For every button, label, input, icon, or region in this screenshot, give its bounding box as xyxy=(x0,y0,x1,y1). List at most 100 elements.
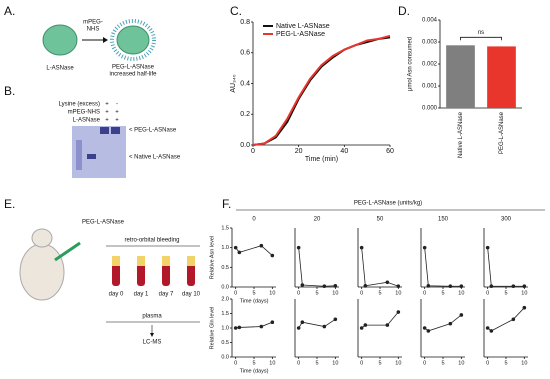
y-tick-label: 1.5 xyxy=(221,225,229,231)
series-line xyxy=(298,247,336,287)
point xyxy=(485,326,490,330)
gel-ladder xyxy=(76,140,82,170)
point xyxy=(396,284,401,289)
row-label: mPEG-NHS xyxy=(68,110,100,116)
point xyxy=(300,320,305,325)
series-line xyxy=(361,247,399,287)
x-tick-label: 10 xyxy=(521,360,527,366)
sign: + xyxy=(115,118,119,124)
x-tick-label: 10 xyxy=(395,360,401,366)
point xyxy=(489,329,494,333)
panel-title: 20 xyxy=(314,217,321,223)
point xyxy=(296,245,301,250)
arrow-head xyxy=(150,333,154,337)
label: PEG-L-ASNase xyxy=(112,65,155,71)
panel-e: PEG-L-ASNase retro-orbital bleeding day … xyxy=(19,220,201,346)
point xyxy=(459,284,464,289)
day-label: day 0 xyxy=(109,292,124,298)
panel-a: mPEG- NHS L-ASNase PEG-L-ASNase increase… xyxy=(42,19,157,78)
f-header: PEG-L-ASNase (units/kg) xyxy=(354,201,422,207)
point xyxy=(322,284,327,289)
panel-title: 300 xyxy=(501,217,512,223)
x-tick-label: 5 xyxy=(378,290,381,296)
point xyxy=(511,284,516,289)
y-axis-label: AU₃₄₀ xyxy=(230,74,237,92)
y-tick-label: 0.002 xyxy=(422,62,438,68)
x-tick-label: 0 xyxy=(486,290,489,296)
band-label: < PEG-L-ASNase xyxy=(129,128,177,134)
x-tick-label: 60 xyxy=(386,148,394,155)
label: L-ASNase xyxy=(46,66,74,72)
panel-label: A. xyxy=(4,4,15,18)
point xyxy=(363,284,368,288)
point xyxy=(333,284,338,288)
y-tick-label: 0.0 xyxy=(221,354,229,360)
point xyxy=(237,250,242,255)
y-tick-label: 0.4 xyxy=(240,80,250,87)
panel-label: E. xyxy=(4,197,15,211)
point xyxy=(233,245,238,250)
y-tick-label: 0.0 xyxy=(221,284,229,290)
reagent: mPEG- xyxy=(83,20,103,26)
x-tick-label: 0 xyxy=(423,360,426,366)
tube-plasma xyxy=(187,256,195,266)
x-tick-label: 5 xyxy=(252,360,255,366)
sign: + xyxy=(115,110,119,116)
x-tick-label: 10 xyxy=(332,290,338,296)
y-axis-label: Relative Gln level xyxy=(209,307,215,350)
label: plasma xyxy=(142,314,162,320)
x-tick-label: 10 xyxy=(332,360,338,366)
day-label: day 7 xyxy=(159,292,174,298)
x-tick-label: 5 xyxy=(378,360,381,366)
x-tick-label: 0 xyxy=(486,360,489,366)
x-tick-label: 0 xyxy=(251,148,255,155)
panel-title: 0 xyxy=(252,217,256,223)
arrow-head xyxy=(103,37,108,43)
x-tick-label: 5 xyxy=(315,360,318,366)
x-tick-label: 5 xyxy=(441,360,444,366)
y-tick-label: 0.004 xyxy=(422,18,438,24)
series-line xyxy=(487,247,525,287)
y-tick-label: 1.0 xyxy=(221,245,229,251)
x-tick-label: 5 xyxy=(315,290,318,296)
point xyxy=(233,326,238,330)
point xyxy=(363,323,368,327)
y-tick-label: 1.0 xyxy=(221,325,229,331)
x-tick-label: 0 xyxy=(297,360,300,366)
mouse-head xyxy=(31,228,53,248)
y-tick-label: 0.6 xyxy=(240,50,250,57)
y-tick-label: 1.5 xyxy=(221,311,229,317)
y-tick-label: 0.5 xyxy=(221,340,229,346)
series-line xyxy=(361,311,399,329)
series-line xyxy=(235,321,273,329)
point xyxy=(426,329,431,333)
point xyxy=(511,317,516,322)
panel-label: B. xyxy=(4,84,15,98)
point xyxy=(385,280,390,285)
series-line xyxy=(424,247,462,287)
x-tick-label: 40 xyxy=(340,148,348,155)
y-axis-label: Relative Asn level xyxy=(209,236,215,279)
tube-plasma xyxy=(137,256,145,266)
y-tick-label: 0.5 xyxy=(221,265,229,271)
x-tick-label: 10 xyxy=(269,290,275,296)
reagent: NHS xyxy=(87,27,100,33)
point xyxy=(448,321,453,326)
panel-title: 50 xyxy=(377,217,384,223)
y-tick-label: 2.0 xyxy=(221,296,229,302)
x-tick-label: 10 xyxy=(395,290,401,296)
panel-title: 150 xyxy=(438,217,449,223)
x-tick-label: Native L-ASNase xyxy=(458,111,464,158)
point xyxy=(385,323,390,327)
legend-label: Native L-ASNase xyxy=(276,23,330,30)
panel-label: D. xyxy=(398,4,410,18)
point xyxy=(522,284,527,289)
point xyxy=(359,326,364,330)
legend-label: PEG-L-ASNase xyxy=(276,31,325,38)
enzyme-icon xyxy=(42,24,78,56)
point xyxy=(459,313,464,317)
point xyxy=(270,320,275,325)
x-tick-label: 10 xyxy=(269,360,275,366)
panel-label: F. xyxy=(222,197,231,211)
